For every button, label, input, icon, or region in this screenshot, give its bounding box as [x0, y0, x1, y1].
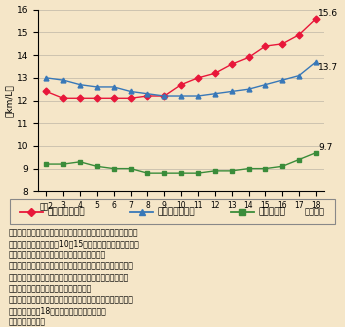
- Text: 実走行燃費: 実走行燃費: [258, 207, 285, 216]
- Text: ２　平成18年度の値は速報値である。: ２ 平成18年度の値は速報値である。: [9, 306, 106, 316]
- Text: 保有モード燃費: 保有モード燃費: [158, 207, 196, 216]
- Text: 9.7: 9.7: [318, 143, 333, 152]
- Text: 売台数計で加重して調和平均したもの: 売台数計で加重して調和平均したもの: [9, 250, 106, 260]
- Y-axis label: （km/L）: （km/L）: [5, 84, 14, 117]
- Text: 「実走行燃費」：走行量を燃料消費量で除したもの: 「実走行燃費」：走行量を燃料消費量で除したもの: [9, 295, 134, 304]
- Text: 13.7: 13.7: [318, 63, 338, 72]
- Text: 「保有モード燃費」：各年度末に保有されている車: 「保有モード燃費」：各年度末に保有されている車: [9, 262, 134, 271]
- Text: 両の車令別の販売モード燃費を、各車令の保有台: 両の車令別の販売モード燃費を、各車令の保有台: [9, 273, 129, 282]
- Text: 販売モード燃費: 販売モード燃費: [48, 207, 85, 216]
- Text: （年度）: （年度）: [304, 208, 324, 216]
- Text: 数で加重して調和平均したもの: 数で加重して調和平均したもの: [9, 284, 92, 293]
- Text: （注）１　「販売モード燃費」：各年度に販売された新車の車: （注）１ 「販売モード燃費」：各年度に販売された新車の車: [9, 228, 138, 237]
- Text: 両重量区分別の10・15モード燃費を、各区分の販: 両重量区分別の10・15モード燃費を、各区分の販: [9, 239, 139, 249]
- Text: 資料）国土交通省: 資料）国土交通省: [9, 318, 46, 327]
- Text: 15.6: 15.6: [318, 9, 338, 18]
